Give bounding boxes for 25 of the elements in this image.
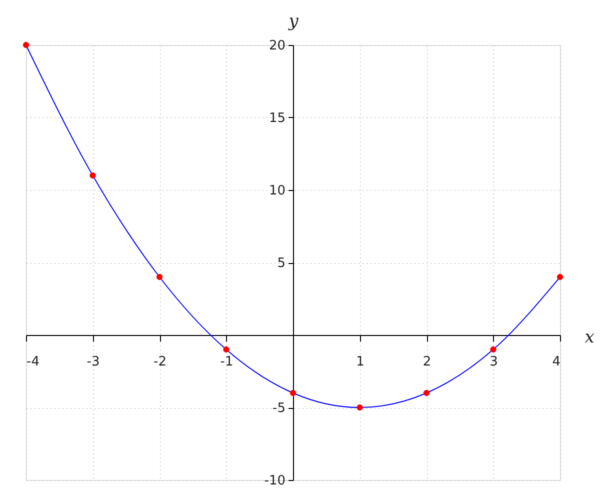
point bbox=[290, 390, 296, 396]
x-tick-label: 4 bbox=[552, 354, 560, 370]
y-tick-label: -10 bbox=[264, 474, 286, 488]
y-tick-label: -5 bbox=[272, 401, 286, 416]
point bbox=[556, 274, 564, 280]
point bbox=[356, 404, 363, 411]
point bbox=[22, 42, 30, 48]
point bbox=[90, 172, 96, 179]
y-tick-label: 20 bbox=[268, 38, 286, 54]
y-tick-label: 10 bbox=[268, 184, 286, 198]
y-tick-label: 5 bbox=[277, 256, 286, 271]
x-tick-label: -2 bbox=[154, 354, 166, 370]
y-axis-title: y bbox=[288, 12, 299, 32]
point bbox=[223, 346, 230, 353]
x-tick-label: -3 bbox=[86, 354, 100, 370]
x-axis-title: x bbox=[584, 328, 595, 348]
x-tick-label: -1 bbox=[220, 354, 234, 370]
x-tick-label: 1 bbox=[356, 354, 364, 370]
point bbox=[156, 274, 163, 280]
x-tick-label: 2 bbox=[422, 354, 432, 370]
point bbox=[490, 346, 496, 353]
x-tick-label: 3 bbox=[490, 354, 498, 370]
point bbox=[423, 390, 430, 396]
y-tick-label: 15 bbox=[268, 111, 286, 126]
x-tick-label: -4 bbox=[26, 354, 40, 370]
